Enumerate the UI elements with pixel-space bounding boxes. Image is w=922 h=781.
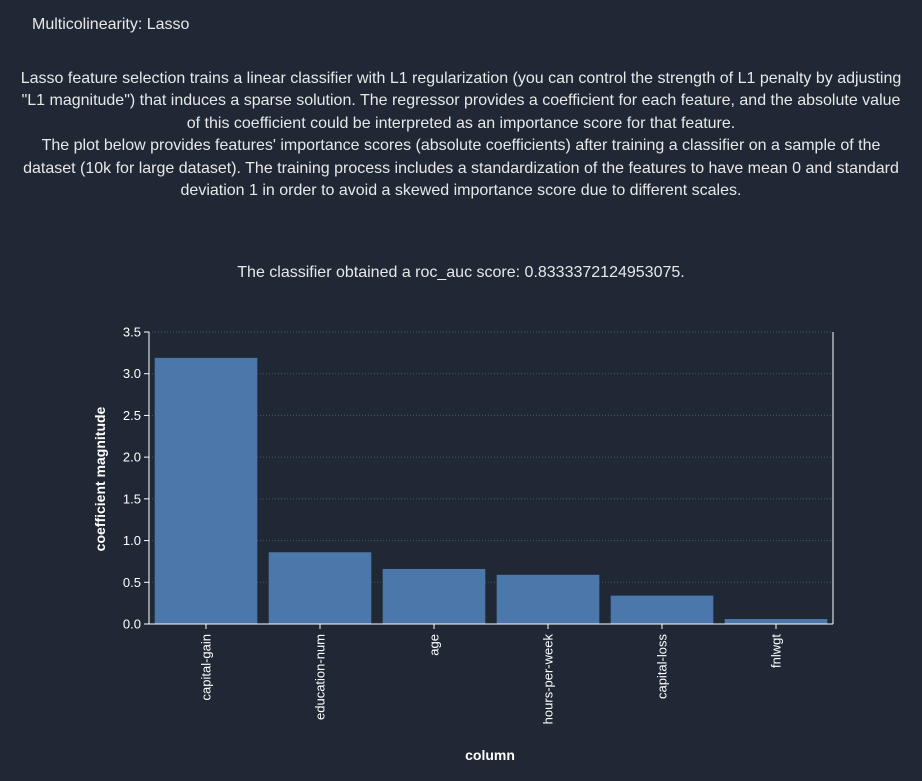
x-tick-label: education-num — [313, 634, 328, 720]
y-tick-label: 1.0 — [123, 533, 141, 548]
x-tick-label: capital-loss — [655, 634, 670, 700]
y-tick-label: 0.0 — [123, 617, 141, 632]
roc-auc-score-text: The classifier obtained a roc_auc score:… — [237, 264, 685, 281]
bar-education-num — [268, 552, 372, 624]
page-title: Multicolinearity: Lasso — [32, 16, 190, 33]
y-axis-label: coefficient magnitude — [92, 406, 108, 551]
x-tick-label: hours-per-week — [541, 634, 556, 725]
bar-fnlwgt — [724, 618, 828, 624]
bars — [154, 357, 828, 624]
bar-age — [382, 568, 486, 624]
description: Lasso feature selection trains a linear … — [20, 68, 902, 202]
grid-lines — [149, 331, 833, 583]
y-tick-label: 3.5 — [123, 325, 141, 340]
x-axis-label: column — [465, 747, 515, 763]
y-tick-label: 1.5 — [123, 491, 141, 506]
x-tick-label: capital-gain — [199, 634, 214, 701]
y-tick-label: 2.5 — [123, 408, 141, 423]
description-paragraph-2: The plot below provides features' import… — [23, 137, 899, 200]
bar-hours-per-week — [496, 574, 600, 624]
y-tick-label: 0.5 — [123, 575, 141, 590]
x-tick-label: fnlwgt — [769, 634, 784, 668]
description-paragraph-1: Lasso feature selection trains a linear … — [20, 70, 902, 132]
bar-capital-loss — [610, 595, 714, 624]
x-tick-label: age — [427, 634, 442, 656]
y-tick-label: 2.0 — [123, 450, 141, 465]
y-tick-label: 3.0 — [123, 366, 141, 381]
axes: 0.0 0.5 1.0 1.5 2.0 2.5 3.0 3.5 capital-gain educ… — [123, 325, 834, 725]
bar-capital-gain — [154, 357, 258, 624]
